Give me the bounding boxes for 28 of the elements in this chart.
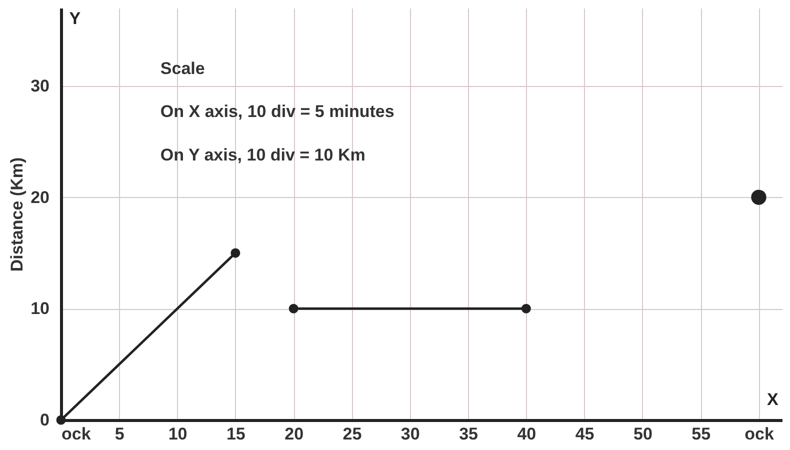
point xyxy=(56,415,66,425)
y-tick-label: 30 xyxy=(30,76,50,96)
x-tick-label: 40 xyxy=(517,424,536,444)
x-tick-label: 55 xyxy=(692,424,711,444)
x-tick-label: 50 xyxy=(633,424,652,444)
x-tick-label: 45 xyxy=(575,424,594,444)
y-tick-label: 10 xyxy=(30,299,50,318)
annotation: Scale xyxy=(160,58,205,78)
point xyxy=(230,248,240,258)
point xyxy=(521,304,531,314)
y-tick-label: 20 xyxy=(30,188,50,207)
annotation: On X axis, 10 div = 5 minutes xyxy=(160,102,394,122)
x-tick-label: ock xyxy=(62,424,92,444)
annotation: X xyxy=(767,390,780,409)
x-tick-label: 35 xyxy=(459,424,478,444)
annotation: On Y axis, 10 div = 10 Km xyxy=(160,145,366,164)
x-tick-label: 10 xyxy=(168,424,188,444)
y-axis-title: Distance (Km) xyxy=(8,157,27,272)
y-tick-label: 0 xyxy=(40,410,50,430)
x-tick-label: ock xyxy=(744,424,774,444)
x-tick-label: 25 xyxy=(342,424,362,444)
annotation: Y xyxy=(69,9,82,28)
x-tick-label: 20 xyxy=(284,424,304,444)
x-tick-label: 30 xyxy=(400,424,420,444)
x-tick-label: 5 xyxy=(114,424,124,444)
point xyxy=(288,304,298,314)
point xyxy=(751,190,766,205)
x-tick-label: 15 xyxy=(226,424,246,444)
